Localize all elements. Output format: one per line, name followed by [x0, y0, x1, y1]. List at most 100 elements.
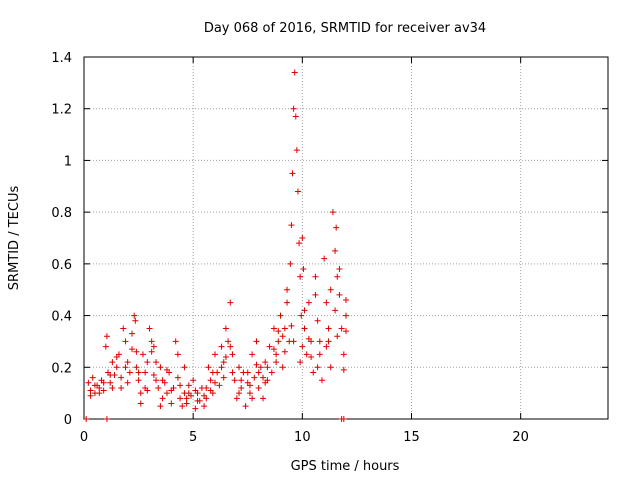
- data-point: [201, 403, 208, 410]
- data-point: [291, 69, 298, 76]
- data-point: [316, 351, 323, 358]
- data-point: [87, 387, 94, 394]
- data-point: [225, 338, 232, 345]
- data-point: [334, 273, 341, 280]
- data-point: [129, 330, 136, 337]
- data-point: [270, 325, 277, 332]
- data-point: [192, 405, 199, 412]
- data-point: [343, 297, 349, 304]
- data-point: [343, 312, 349, 319]
- data-point: [137, 400, 144, 407]
- data-point: [288, 322, 295, 329]
- data-point: [146, 325, 153, 332]
- data-point: [253, 361, 260, 368]
- data-point: [251, 374, 258, 381]
- axis-ticks: [83, 56, 608, 420]
- data-point: [174, 374, 181, 381]
- data-point: [181, 364, 188, 371]
- data-point: [301, 325, 308, 332]
- x-tick-labels: 0 5 10 15 20: [80, 430, 529, 445]
- data-point: [305, 299, 312, 306]
- data-point: [122, 364, 129, 371]
- data-point: [103, 333, 110, 340]
- data-point: [299, 235, 306, 241]
- data-point: [102, 343, 109, 350]
- data-point: [287, 260, 294, 267]
- data-point: [159, 395, 166, 402]
- data-point: [100, 387, 107, 394]
- plot-frame: [83, 56, 609, 420]
- data-point: [321, 255, 328, 262]
- chart-title: Day 068 of 2016, SRMTID for receiver av3…: [204, 21, 486, 36]
- data-point: [159, 377, 166, 384]
- data-point: [270, 346, 277, 353]
- data-point: [153, 377, 160, 384]
- data-point: [185, 382, 192, 389]
- data-point: [325, 338, 332, 345]
- x-tick-label: 5: [189, 430, 197, 445]
- data-point: [163, 390, 170, 397]
- data-point: [220, 359, 227, 366]
- data-point: [323, 343, 330, 350]
- data-point: [281, 348, 288, 355]
- data-point: [343, 328, 349, 335]
- data-point: [332, 307, 339, 314]
- data-point: [316, 338, 323, 345]
- data-point: [205, 364, 212, 371]
- data-point: [294, 188, 301, 195]
- data-point: [298, 312, 305, 319]
- data-point: [89, 374, 96, 381]
- data-point: [290, 338, 297, 345]
- data-point: [297, 359, 304, 366]
- data-point: [305, 335, 312, 342]
- data-point: [190, 377, 197, 384]
- data-point: [229, 351, 236, 358]
- y-tick-label: 0: [64, 413, 72, 428]
- data-point: [150, 372, 157, 379]
- data-point: [129, 346, 136, 353]
- data-points: [83, 69, 349, 422]
- data-point: [142, 369, 149, 376]
- data-point: [148, 338, 155, 345]
- data-point: [260, 374, 267, 381]
- data-point: [290, 105, 297, 112]
- x-tick-label: 15: [403, 430, 420, 445]
- data-point: [253, 338, 260, 345]
- data-point: [135, 369, 142, 376]
- data-point: [332, 247, 339, 254]
- data-point: [334, 333, 341, 340]
- data-point: [327, 364, 334, 371]
- data-point: [281, 325, 288, 332]
- data-point: [246, 390, 253, 397]
- data-point: [139, 351, 146, 358]
- data-point: [275, 328, 282, 335]
- data-point: [207, 387, 214, 394]
- data-point: [222, 353, 229, 360]
- data-point: [172, 338, 179, 345]
- x-tick-label: 0: [80, 430, 88, 445]
- y-tick-label: 1.4: [51, 51, 72, 66]
- data-point: [194, 397, 201, 404]
- y-tick-labels: 0 0.2 0.4 0.6 0.8 1 1.2 1.4: [51, 51, 72, 428]
- data-point: [103, 416, 110, 422]
- data-point: [262, 379, 269, 386]
- y-tick-label: 0.8: [51, 206, 72, 221]
- data-point: [314, 317, 321, 324]
- data-point: [279, 333, 286, 340]
- data-point: [153, 359, 160, 366]
- data-point: [155, 384, 162, 391]
- data-point: [133, 364, 140, 371]
- data-point: [201, 392, 208, 399]
- data-point: [336, 291, 343, 298]
- data-point: [222, 325, 229, 332]
- y-tick-label: 1.2: [51, 103, 72, 118]
- data-point: [329, 209, 336, 216]
- data-point: [157, 403, 164, 410]
- data-point: [268, 369, 275, 376]
- grid: [84, 57, 608, 419]
- data-point: [124, 379, 131, 386]
- data-point: [236, 364, 243, 371]
- data-point: [113, 353, 120, 360]
- data-point: [273, 359, 280, 366]
